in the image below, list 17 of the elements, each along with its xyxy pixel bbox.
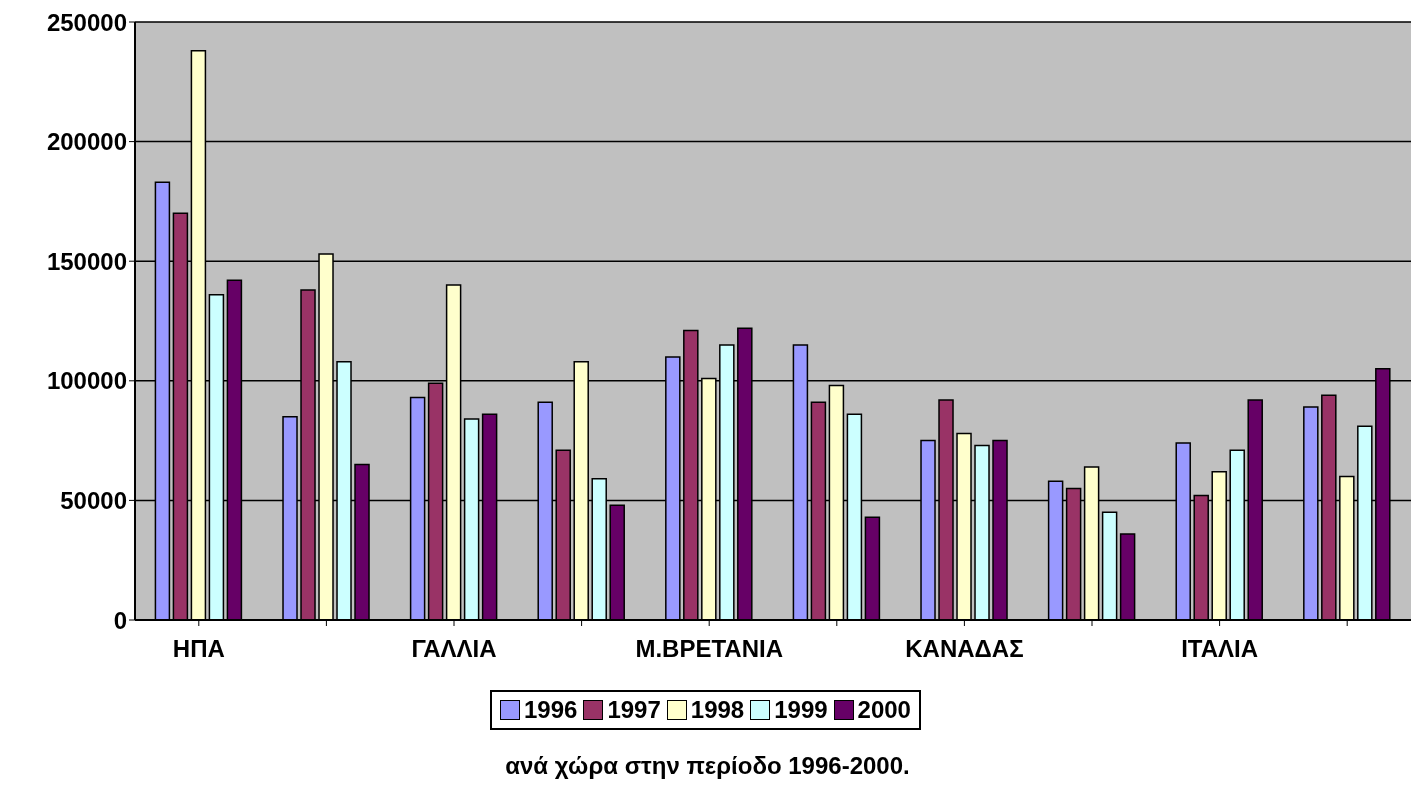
y-tick-label: 0 — [113, 606, 127, 634]
y-tick-label: 250000 — [46, 8, 127, 36]
legend-label: 2000 — [856, 696, 911, 724]
x-tick-label: ΙΤΑΛΙΑ — [1181, 635, 1259, 663]
x-tick-label: Μ.ΒΡΕΤΑΝΙΑ — [635, 635, 783, 663]
y-tick-label: 100000 — [46, 367, 127, 395]
x-tick-label: ΚΑΝΑΔΑΣ — [905, 635, 1024, 663]
y-tick-label: 200000 — [46, 128, 127, 156]
y-tick-label: 150000 — [46, 247, 127, 275]
x-tick-label: ΓΑΛΛΙΑ — [411, 635, 497, 663]
x-tick-label: ΗΠΑ — [172, 635, 225, 663]
legend-label: 1998 — [689, 696, 745, 724]
legend-label: 1997 — [606, 696, 661, 724]
legend-label: 1999 — [773, 696, 828, 724]
legend-label: 1996 — [523, 696, 578, 724]
text: ανά χώρα στην περίοδο 1996-2000. — [504, 752, 911, 780]
y-tick-label: 50000 — [60, 486, 127, 514]
